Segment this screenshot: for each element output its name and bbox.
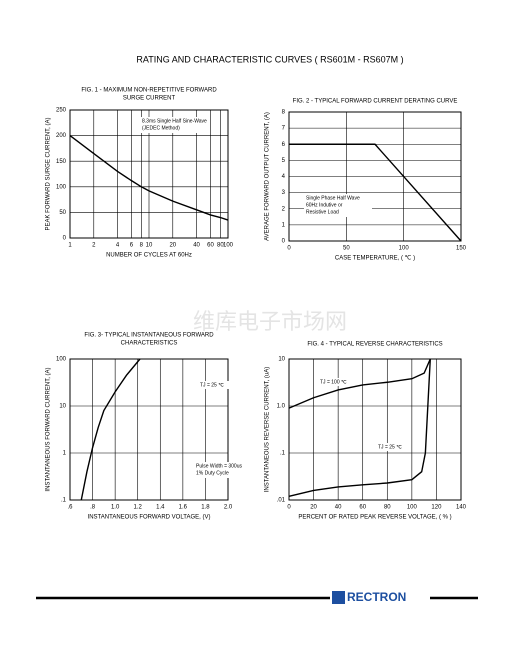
x-tick-label: 80: [217, 243, 224, 249]
y-tick-label: .1: [280, 451, 286, 457]
annotation: Pulse Width = 300us: [196, 463, 242, 469]
series-label: TJ = 25 ℃: [200, 382, 224, 388]
x-tick-label: 4: [116, 243, 120, 249]
curve: [289, 143, 462, 242]
x-tick-label: 0: [287, 505, 291, 511]
x-tick-label: 40: [193, 243, 200, 249]
y-tick-label: 5: [282, 158, 286, 164]
y-tick-label: 0: [282, 239, 286, 245]
y-tick-label: 100: [56, 357, 67, 363]
x-tick-label: 1.0: [111, 505, 120, 511]
annotation: 8.3ms Single Half Sine-Wave: [142, 118, 207, 124]
y-tick-label: 1: [63, 451, 67, 457]
y-tick-label: 1: [282, 222, 286, 228]
curve: [288, 358, 431, 497]
x-tick-label: 10: [146, 243, 153, 249]
y-tick-label: 2: [282, 206, 286, 212]
x-tick-label: 0: [287, 246, 291, 252]
series-label-box: [318, 378, 350, 386]
x-tick-label: 1: [68, 243, 72, 249]
y-tick-label: 10: [59, 404, 66, 410]
y-tick-label: 100: [56, 184, 67, 190]
annotation-box: [140, 117, 208, 133]
y-tick-label: 4: [282, 174, 286, 180]
chart-title: CHARACTERISTICS: [121, 341, 178, 347]
x-axis-label: CASE TEMPERATURE, ( ℃ ): [335, 256, 415, 262]
x-tick-label: 150: [456, 246, 467, 252]
y-tick-label: .1: [61, 498, 67, 504]
x-tick-label: 1.2: [134, 505, 143, 511]
series-label: TJ = 25 ℃: [378, 444, 402, 450]
curve: [69, 135, 229, 221]
x-tick-label: 60: [207, 243, 214, 249]
x-axis-label: PERCENT OF RATED PEAK REVERSE VOLTAGE, (…: [298, 515, 451, 521]
x-tick-label: 100: [399, 246, 410, 252]
x-tick-label: 40: [335, 505, 342, 511]
y-tick-label: 50: [59, 210, 66, 216]
curve: [80, 358, 141, 501]
watermark: 维库电子市场网: [193, 310, 347, 335]
page-title: RATING AND CHARACTERISTIC CURVES ( RS601…: [136, 54, 403, 64]
annotation: 60Hz Indutive or: [306, 202, 343, 208]
y-tick-label: 6: [282, 142, 286, 148]
y-tick-label: 3: [282, 190, 286, 196]
x-tick-label: 80: [384, 505, 391, 511]
x-tick-label: 1.6: [179, 505, 188, 511]
series-label-box: [376, 443, 408, 451]
x-tick-label: 6: [130, 243, 134, 249]
logo: RECTRON: [347, 590, 406, 604]
x-tick-label: 2: [92, 243, 96, 249]
series-label-box: [198, 381, 230, 389]
y-tick-label: 8: [282, 110, 286, 116]
y-tick-label: 250: [56, 108, 67, 114]
y-tick-label: 10: [278, 357, 285, 363]
chart-title: FIG. 3- TYPICAL INSTANTANEOUS FORWARD: [84, 333, 214, 339]
annotation-box: [304, 194, 372, 217]
plot-frame: [288, 358, 462, 501]
chart-title: FIG. 4 - TYPICAL REVERSE CHARACTERISTICS: [307, 342, 442, 348]
annotation: 1% Duty Cycle: [196, 470, 229, 476]
plot-frame: [69, 358, 229, 501]
y-tick-label: 150: [56, 159, 67, 165]
x-tick-label: 100: [223, 243, 234, 249]
y-axis-label: PEAK FORWARD SURGE CURRENT, (A): [46, 117, 52, 230]
x-tick-label: 140: [456, 505, 467, 511]
x-axis-label: INSTANTANEOUS FORWARD VOLTAGE, (V): [88, 515, 211, 521]
annotation: Single Phase Half Wave: [306, 195, 360, 201]
y-tick-label: 200: [56, 133, 67, 139]
x-tick-label: 60: [359, 505, 366, 511]
annotation-box: [194, 462, 262, 478]
series-label: TJ = 100 ℃: [320, 379, 347, 385]
x-tick-label: 20: [169, 243, 176, 249]
annotation: (JEDEC Method): [142, 125, 180, 131]
y-tick-label: 1.0: [277, 404, 286, 410]
y-tick-label: .01: [277, 498, 286, 504]
chart-title: SURGE CURRENT: [123, 96, 176, 102]
y-axis-label: AVERAGE FORWARD OUTPUT CURRENT, (A): [265, 112, 271, 241]
annotation: Resistive Load: [306, 209, 339, 215]
x-tick-label: .8: [90, 505, 96, 511]
y-tick-label: 0: [63, 236, 67, 242]
x-tick-label: 100: [407, 505, 418, 511]
y-axis-label: INSTANTANEOUS REVERSE CURRENT, (uA): [265, 367, 271, 492]
x-tick-label: 120: [431, 505, 442, 511]
x-tick-label: .6: [67, 505, 73, 511]
curve: [288, 358, 431, 409]
x-tick-label: 8: [140, 243, 144, 249]
y-axis-label: INSTANTANEOUS FORWARD CURRENT, (A): [46, 367, 52, 491]
chart-title: FIG. 1 - MAXIMUM NON-REPETITIVE FORWARD: [81, 88, 217, 94]
chart-title: FIG. 2 - TYPICAL FORWARD CURRENT DERATIN…: [293, 99, 458, 105]
y-tick-label: 7: [282, 126, 286, 132]
x-axis-label: NUMBER OF CYCLES AT 60Hz: [106, 253, 192, 259]
x-tick-label: 50: [343, 246, 350, 252]
x-tick-label: 1.8: [201, 505, 210, 511]
x-tick-label: 2.0: [224, 505, 233, 511]
logo-icon: [332, 591, 345, 604]
x-tick-label: 1.4: [156, 505, 165, 511]
x-tick-label: 20: [310, 505, 317, 511]
